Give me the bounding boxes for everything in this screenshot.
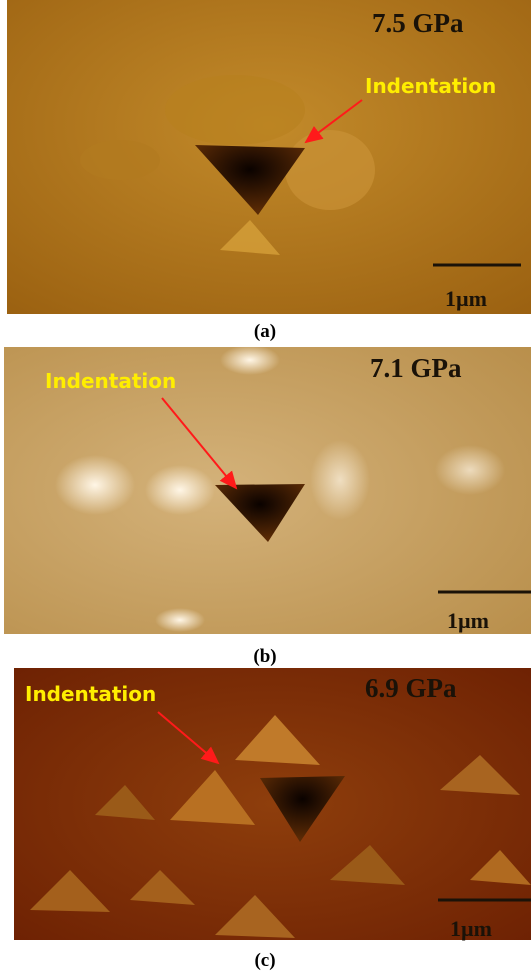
- grain: [285, 130, 375, 210]
- annotation: Indentation: [365, 74, 496, 98]
- grain: [155, 608, 205, 632]
- pressure: 7.5 GPa: [372, 8, 464, 38]
- grain: [55, 455, 135, 515]
- grain: [220, 345, 280, 375]
- caption: (c): [254, 950, 275, 971]
- figure: 7.5 GPa Indentation 1µm (a) 7.1 GPa Inde…: [0, 0, 531, 977]
- pressure: 6.9 GPa: [365, 673, 457, 703]
- grain: [435, 445, 505, 495]
- panel-a: 7.5 GPa Indentation 1µm: [7, 0, 531, 314]
- annotation: Indentation: [25, 682, 156, 706]
- scale-bar: 1µm: [447, 608, 489, 633]
- caption: (a): [254, 321, 276, 342]
- panel-c: 6.9 GPa Indentation 1µm: [14, 668, 531, 941]
- scale-bar: 1µm: [445, 286, 487, 311]
- grain: [145, 465, 215, 515]
- panel-b: 7.1 GPa Indentation 1µm: [4, 345, 531, 634]
- pressure: 7.1 GPa: [370, 353, 462, 383]
- grain: [310, 440, 370, 520]
- grain: [80, 140, 160, 180]
- annotation: Indentation: [45, 369, 176, 393]
- caption: (b): [253, 646, 276, 667]
- grain: [165, 75, 305, 145]
- scale-bar: 1µm: [450, 916, 492, 941]
